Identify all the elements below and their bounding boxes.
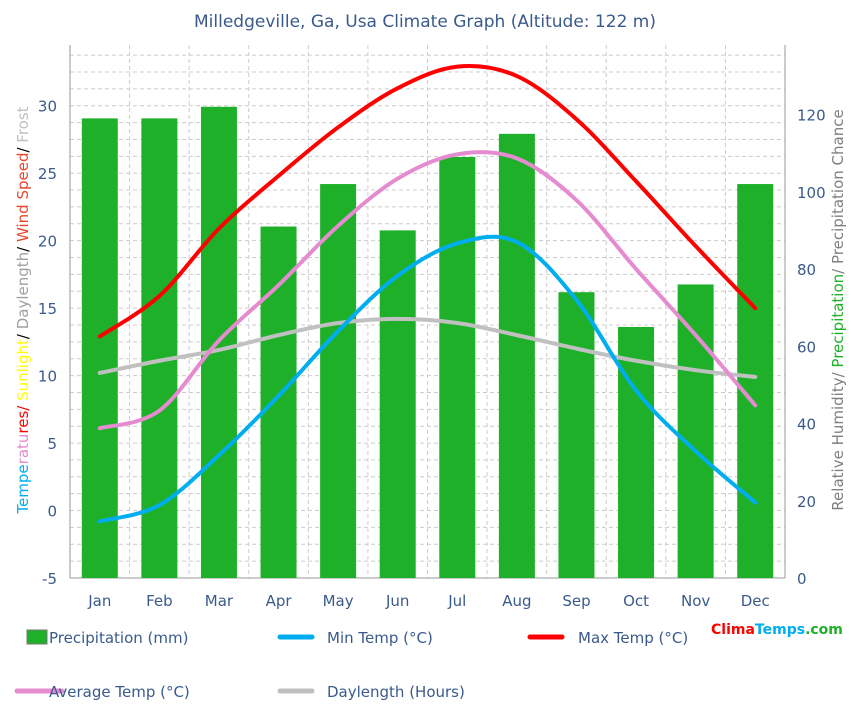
legend-label: Average Temp (°C): [49, 683, 190, 701]
y-right-tick-label: 0: [797, 570, 807, 588]
precipitation-bar: [439, 157, 476, 578]
x-tick-label: Jul: [447, 592, 466, 610]
x-tick-label: Mar: [205, 592, 234, 610]
legend-label: Daylength (Hours): [327, 683, 465, 701]
y-left-tick-label: 15: [38, 300, 57, 318]
precipitation-bar: [260, 226, 297, 578]
x-tick-label: Oct: [623, 592, 649, 610]
y-right-tick-label: 20: [797, 493, 816, 511]
precipitation-bar: [81, 118, 118, 578]
max-line: [97, 63, 758, 339]
x-tick-label: May: [323, 592, 354, 610]
precipitation-bar: [737, 184, 774, 579]
y-right-axis-label: Relative Humidity/ Precipitation/ Precip…: [829, 109, 847, 510]
y-left-tick-label: -5: [42, 570, 57, 588]
y-right-tick-label: 120: [797, 107, 826, 125]
y-right-tick-label: 40: [797, 416, 816, 434]
x-tick-label: Aug: [502, 592, 531, 610]
x-tick-label: Dec: [741, 592, 770, 610]
y-left-axis-label: Temperatures/ Sunlight/ Daylength/ Wind …: [14, 106, 32, 514]
chart-title: Milledgeville, Ga, Usa Climate Graph (Al…: [194, 12, 656, 32]
y-right-tick-label: 80: [797, 261, 816, 279]
climatemps-logo: ClimaTemps.com: [711, 622, 843, 638]
precipitation-bar: [141, 118, 178, 578]
precipitation-bar: [320, 184, 357, 579]
precipitation-bar: [498, 133, 535, 579]
y-left-tick-label: 5: [47, 435, 57, 453]
x-tick-label: Jan: [87, 592, 111, 610]
average-line: [97, 150, 758, 431]
x-tick-label: Nov: [681, 592, 710, 610]
y-left-tick-label: 10: [38, 368, 57, 386]
legend-swatch-precipitation: [26, 629, 48, 645]
legend-label: Precipitation (mm): [49, 629, 188, 647]
x-tick-label: Feb: [146, 592, 173, 610]
legend-label: Max Temp (°C): [578, 629, 688, 647]
precipitation-bar: [558, 292, 595, 578]
x-tick-label: Sep: [562, 592, 590, 610]
precipitation-bar: [677, 284, 714, 578]
precipitation-bar: [379, 230, 416, 579]
x-tick-label: Jun: [385, 592, 409, 610]
daylength-line: [97, 316, 758, 379]
precipitation-bar: [618, 326, 655, 578]
y-left-tick-label: 30: [38, 98, 57, 116]
y-right-tick-label: 100: [797, 184, 826, 202]
y-left-tick-label: 0: [47, 503, 57, 521]
x-tick-label: Apr: [266, 592, 293, 610]
y-right-tick-label: 60: [797, 338, 816, 356]
y-left-tick-label: 20: [38, 233, 57, 251]
legend-label: Min Temp (°C): [327, 629, 433, 647]
y-left-tick-label: 25: [38, 165, 57, 183]
